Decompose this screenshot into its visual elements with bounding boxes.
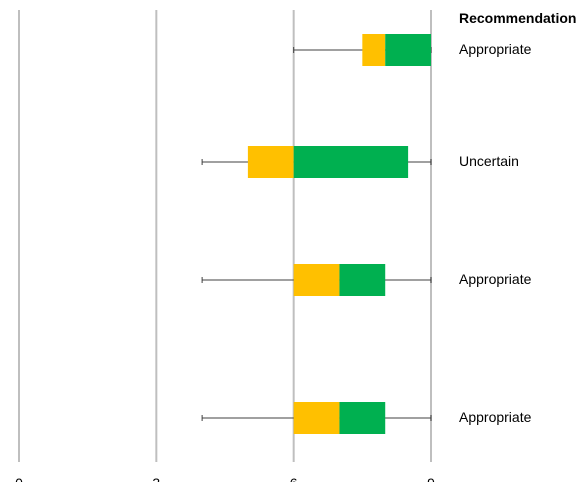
recommendation-label: Appropriate: [459, 41, 532, 57]
box-upper-quartile: [339, 264, 386, 296]
x-tick-label: 9: [427, 475, 435, 482]
recommendation-label: Appropriate: [459, 409, 532, 425]
x-tick-label: 3: [152, 475, 160, 482]
box-lower-quartile: [293, 264, 340, 296]
gridlines: [18, 10, 432, 462]
box-upper-quartile: [385, 34, 431, 66]
recommendation-label: Appropriate: [459, 271, 532, 287]
recommendation-header: Recommendation: [459, 10, 577, 26]
box-lower-quartile: [293, 402, 340, 434]
box-upper-quartile: [339, 402, 386, 434]
whiskers: [201, 47, 432, 421]
box-upper-quartile: [293, 146, 409, 178]
boxes: [247, 34, 431, 434]
x-tick-label: 6: [290, 475, 298, 482]
x-tick-label: 0: [15, 475, 23, 482]
box-lower-quartile: [247, 146, 294, 178]
x-axis-ticks: 0 3 6 9: [15, 475, 435, 482]
box-lower-quartile: [362, 34, 386, 66]
recommendation-label: Uncertain: [459, 153, 519, 169]
